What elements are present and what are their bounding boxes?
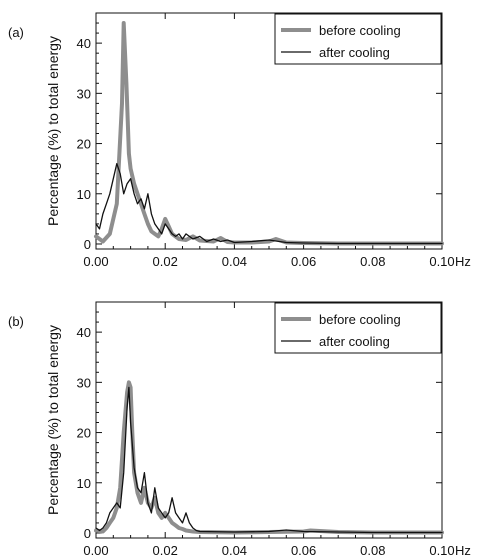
panel-label: (b) bbox=[8, 314, 24, 329]
x-tick-label: 0.04 bbox=[222, 543, 247, 558]
y-tick-label: 30 bbox=[77, 375, 91, 390]
x-tick-label: 0.06 bbox=[291, 543, 316, 558]
y-tick-label: 30 bbox=[77, 86, 91, 101]
legend-label: after cooling bbox=[319, 334, 390, 349]
x-tick-label: 0.04 bbox=[222, 254, 247, 269]
legend-box bbox=[274, 13, 442, 65]
series-line-after-cooling bbox=[95, 162, 443, 245]
x-tick-label: 0.08 bbox=[360, 254, 385, 269]
legend-label: after cooling bbox=[319, 45, 390, 60]
y-tick-label: 10 bbox=[77, 476, 91, 491]
x-tick-label: 0.02 bbox=[153, 543, 178, 558]
x-tick-label: 0.00 bbox=[83, 254, 108, 269]
x-tick-label: 0.10 bbox=[429, 254, 454, 269]
series-line-before-cooling bbox=[94, 21, 444, 246]
x-tick-label: 0.02 bbox=[153, 254, 178, 269]
legend-label: before cooling bbox=[319, 23, 401, 38]
y-tick-label: 20 bbox=[77, 137, 91, 152]
x-tick-label: 0.10 bbox=[429, 543, 454, 558]
legend: before cooling after cooling bbox=[274, 302, 442, 354]
y-tick-label: 20 bbox=[77, 426, 91, 441]
y-axis-label: Percentage (%) to total energy bbox=[45, 36, 61, 226]
x-unit-label: Hz bbox=[455, 254, 471, 269]
y-axis-label: Percentage (%) to total energy bbox=[45, 325, 61, 515]
y-tick-label: 40 bbox=[77, 325, 91, 340]
legend-box bbox=[274, 302, 442, 354]
panel-label: (a) bbox=[8, 25, 24, 40]
legend-label: before cooling bbox=[319, 312, 401, 327]
y-tick-label: 40 bbox=[77, 36, 91, 51]
x-tick-label: 0.08 bbox=[360, 543, 385, 558]
series-line-before-cooling bbox=[94, 380, 444, 535]
y-tick-label: 10 bbox=[77, 187, 91, 202]
panel-a: (a) Percentage (%) to total energy 0.00 0.0… bbox=[8, 12, 471, 269]
x-tick-label: 0.00 bbox=[83, 543, 108, 558]
y-tick-label: 0 bbox=[84, 237, 91, 252]
series-line-after-cooling bbox=[95, 386, 443, 534]
x-unit-label: Hz bbox=[455, 543, 471, 558]
panel-b: (b) Percentage (%) to total energy 0.00 0.0… bbox=[8, 301, 471, 558]
x-tick-label: 0.06 bbox=[291, 254, 316, 269]
y-tick-label: 0 bbox=[84, 526, 91, 541]
legend: before cooling after cooling bbox=[274, 13, 442, 65]
